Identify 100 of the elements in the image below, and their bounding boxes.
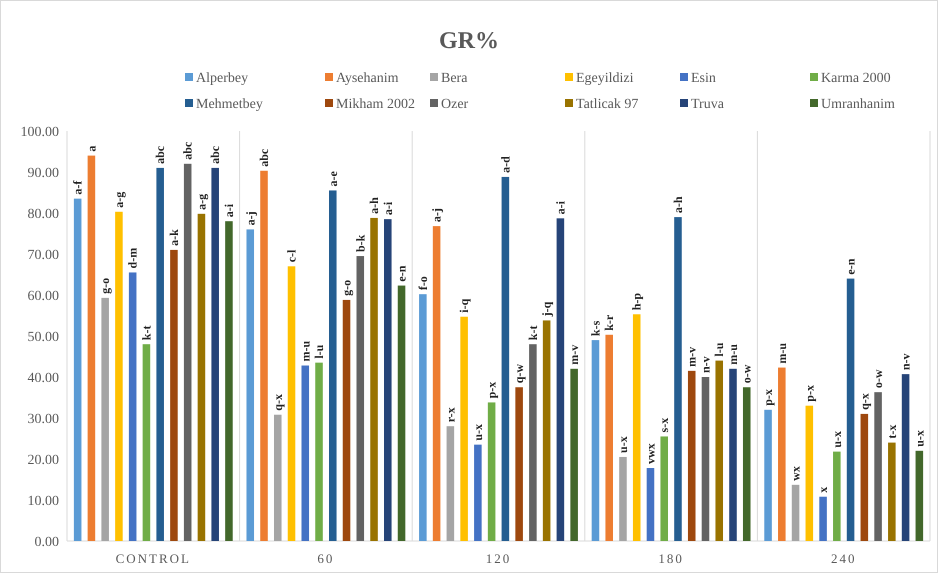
- bar: [115, 212, 123, 541]
- data-label: g-o: [98, 278, 112, 294]
- data-label: f-o: [416, 276, 430, 290]
- legend-label: Ozer: [441, 97, 469, 112]
- y-tick-label: 0.00: [34, 535, 59, 550]
- x-tick-label: 60: [317, 551, 334, 566]
- chart-title: GR%: [439, 28, 499, 54]
- legend-label: Bera: [441, 71, 468, 86]
- bar: [301, 366, 310, 541]
- bar: [660, 436, 668, 541]
- bar: [128, 272, 136, 541]
- data-label: q-x: [857, 393, 872, 410]
- data-label: a-h: [670, 196, 685, 214]
- data-label: o-w: [871, 369, 886, 388]
- bar: [88, 156, 96, 541]
- data-label: a-i: [380, 201, 395, 216]
- bar: [170, 250, 178, 541]
- data-label: a-j: [430, 208, 444, 222]
- bar: [432, 226, 440, 541]
- data-label: m-u: [726, 344, 740, 365]
- legend-label: Tatlicak 97: [576, 97, 638, 112]
- data-label: e-n: [394, 265, 409, 282]
- bar: [211, 168, 219, 541]
- y-tick-label: 80.00: [28, 207, 59, 222]
- x-tick-label: 240: [830, 551, 856, 566]
- data-label: s-x: [657, 418, 672, 432]
- bar: [570, 368, 578, 541]
- legend-label: Aysehanim: [336, 71, 399, 86]
- data-label: m-u: [298, 340, 312, 362]
- x-tick-label: 180: [658, 551, 684, 566]
- bar: [142, 344, 150, 541]
- bar: [328, 190, 337, 541]
- data-label: m-v: [684, 346, 699, 367]
- legend-label: Karma 2000: [821, 71, 891, 86]
- data-label: u-x: [470, 424, 485, 441]
- bar: [488, 402, 496, 541]
- data-label: abc: [180, 141, 195, 160]
- data-label: p-x: [761, 389, 776, 406]
- bar: [342, 300, 350, 541]
- legend-label: Umranhanim: [821, 97, 895, 112]
- bar: [605, 334, 613, 541]
- data-label: g-o: [340, 280, 354, 296]
- bar: [902, 374, 910, 541]
- bar: [729, 368, 737, 541]
- legend-label: Mikham 2002: [336, 97, 415, 112]
- data-label: a-h: [367, 196, 382, 214]
- data-label: vwx: [643, 443, 658, 464]
- y-tick-label: 10.00: [28, 494, 59, 509]
- data-label: i-q: [457, 298, 472, 313]
- bar: [674, 217, 682, 541]
- y-tick-label: 60.00: [28, 289, 59, 304]
- bar: [384, 219, 392, 541]
- data-label: l-u: [312, 344, 326, 359]
- data-label: u-x: [616, 436, 630, 453]
- bar: [688, 370, 696, 541]
- data-label: a-f: [70, 180, 85, 195]
- y-tick-label: 40.00: [28, 371, 59, 386]
- data-label: wx: [788, 466, 803, 481]
- bar: [715, 360, 724, 541]
- bar: [260, 170, 268, 541]
- legend-label: Esin: [691, 71, 716, 86]
- bar: [916, 450, 924, 541]
- data-label: x: [816, 486, 830, 493]
- bar: [888, 442, 896, 541]
- bar: [74, 198, 82, 541]
- bar: [874, 392, 882, 541]
- bar: [156, 168, 164, 541]
- bar: [502, 176, 510, 541]
- bar: [184, 164, 192, 541]
- data-label: r-x: [443, 407, 458, 422]
- data-label: k-r: [602, 314, 616, 331]
- bar: [446, 426, 454, 541]
- bar: [860, 414, 868, 541]
- data-label: m-u: [774, 342, 789, 364]
- bar: [198, 214, 206, 541]
- bar: [819, 496, 827, 541]
- data-label: a-e: [326, 170, 340, 186]
- data-label: q-x: [270, 394, 285, 411]
- y-tick-label: 70.00: [28, 248, 59, 263]
- data-label: l-u: [712, 342, 726, 357]
- data-label: q-w: [512, 364, 526, 384]
- data-label: abc: [257, 148, 272, 167]
- legend-label: Mehmetbey: [196, 97, 263, 112]
- bar: [274, 414, 282, 541]
- x-tick-label: 120: [486, 551, 512, 566]
- bar: [398, 286, 406, 541]
- data-label: a-i: [553, 200, 568, 214]
- bar: [288, 266, 296, 541]
- y-tick-label: 30.00: [28, 412, 59, 427]
- bar: [515, 387, 523, 541]
- data-label: c-l: [284, 248, 299, 262]
- data-label: h-p: [630, 292, 644, 310]
- data-label: e-n: [844, 258, 858, 275]
- bar: [529, 344, 537, 541]
- x-tick-label: CONTROL: [116, 551, 191, 566]
- bar: [246, 229, 254, 541]
- bar: [846, 278, 854, 541]
- data-label: m-v: [567, 344, 582, 365]
- bar: [315, 362, 323, 541]
- bar: [356, 256, 364, 541]
